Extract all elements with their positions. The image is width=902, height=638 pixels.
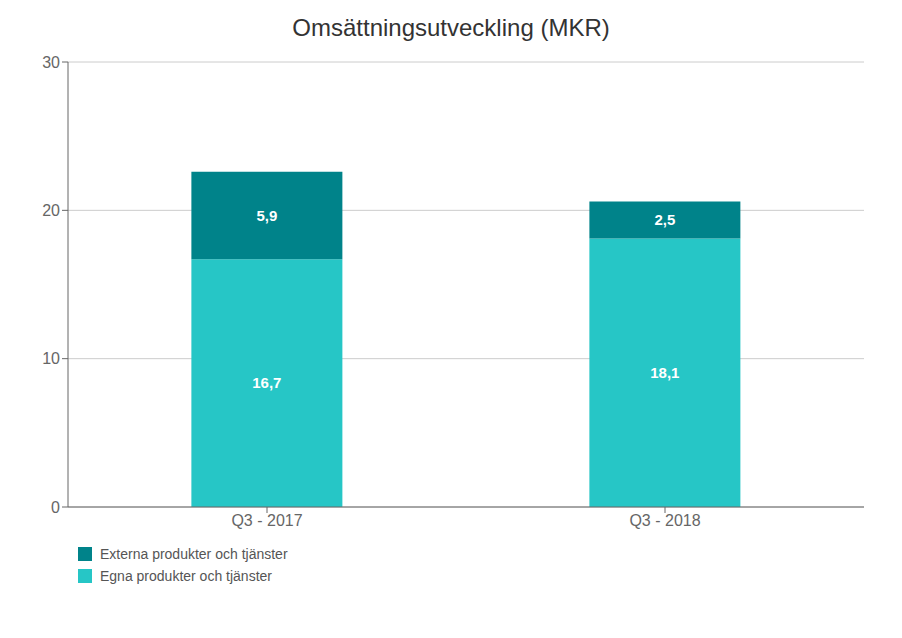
svg-text:Q3 - 2018: Q3 - 2018 [629, 512, 700, 529]
svg-text:2,5: 2,5 [654, 211, 675, 228]
svg-text:16,7: 16,7 [252, 374, 281, 391]
svg-text:18,1: 18,1 [650, 364, 679, 381]
html-text:Omsättningsutveckling (MKR): Omsättningsutveckling (MKR) [292, 14, 610, 41]
svg-text:Q3 - 2017: Q3 - 2017 [231, 512, 302, 529]
svg-text:10: 10 [42, 350, 60, 367]
svg-text:5,9: 5,9 [256, 207, 277, 224]
html-text:Egna produkter och tjänster: Egna produkter och tjänster [100, 568, 272, 584]
svg-text:0: 0 [51, 499, 60, 516]
svg-text:30: 30 [42, 54, 60, 71]
html-text:Externa produkter och tjänster: Externa produkter och tjänster [100, 546, 288, 562]
svg-text:20: 20 [42, 202, 60, 219]
